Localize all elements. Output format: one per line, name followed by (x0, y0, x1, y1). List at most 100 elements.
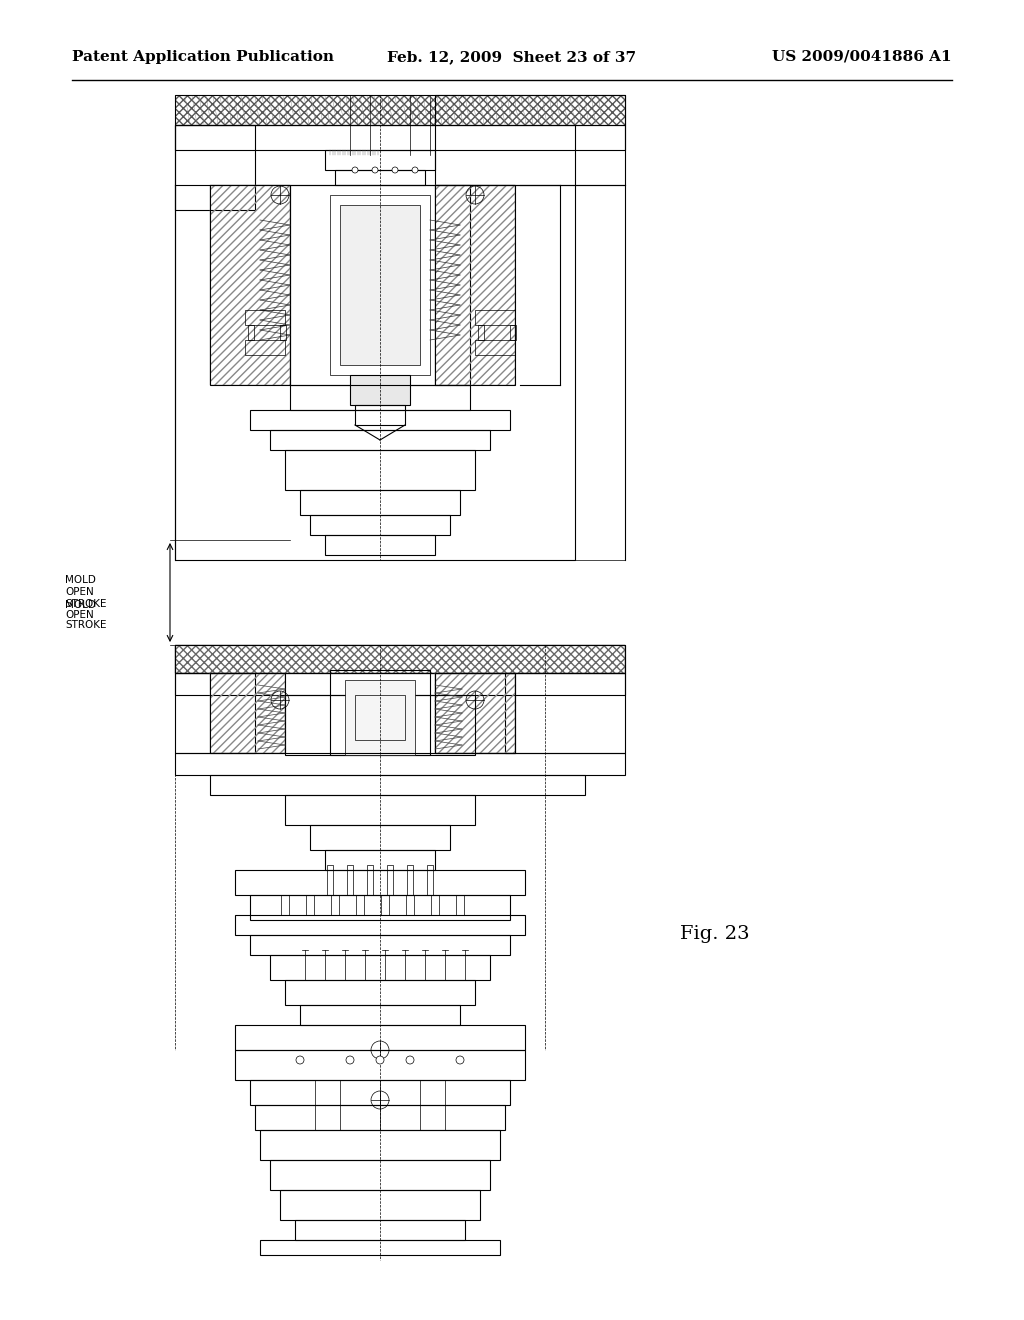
Bar (234, 870, 525, 895)
Bar (210, 673, 285, 752)
Bar (406, 895, 414, 915)
Bar (350, 375, 410, 405)
Bar (335, 170, 425, 185)
Bar (175, 752, 625, 775)
Bar (325, 535, 435, 554)
Bar (250, 1080, 510, 1105)
Bar (310, 825, 450, 850)
Circle shape (412, 168, 418, 173)
Bar (175, 645, 625, 673)
Bar (295, 1220, 465, 1239)
Bar (175, 125, 625, 150)
Bar (345, 680, 415, 755)
Bar (210, 775, 585, 795)
Circle shape (346, 1056, 354, 1064)
Bar (255, 1105, 505, 1130)
Bar (175, 95, 625, 125)
Bar (210, 673, 285, 752)
Circle shape (392, 168, 398, 173)
Bar (355, 405, 406, 425)
Bar (280, 325, 286, 341)
Bar (280, 1191, 480, 1220)
Bar (270, 430, 490, 450)
Bar (250, 411, 510, 430)
Bar (387, 865, 393, 895)
Bar (210, 185, 290, 385)
Circle shape (352, 168, 358, 173)
Bar (347, 865, 353, 895)
Bar (234, 1049, 525, 1080)
Bar (290, 385, 470, 411)
Bar (475, 310, 515, 325)
Bar (270, 1160, 490, 1191)
Bar (367, 865, 373, 895)
Bar (234, 1026, 525, 1049)
Bar (381, 895, 389, 915)
Text: MOLD: MOLD (65, 601, 96, 610)
Bar (245, 310, 285, 325)
Bar (407, 865, 413, 895)
Bar (175, 645, 625, 673)
Bar (300, 490, 460, 515)
Bar (435, 185, 515, 385)
Circle shape (296, 1056, 304, 1064)
Bar (210, 185, 290, 385)
Bar (340, 205, 420, 366)
Bar (285, 450, 475, 490)
Bar (355, 696, 406, 741)
Bar (330, 195, 430, 375)
Circle shape (372, 168, 378, 173)
Bar (435, 673, 515, 752)
Bar (456, 895, 464, 915)
Bar (175, 645, 625, 673)
Bar (505, 673, 625, 752)
Bar (327, 865, 333, 895)
Text: STROKE: STROKE (65, 620, 106, 630)
Bar (478, 325, 484, 341)
Bar (260, 1239, 500, 1255)
Text: Feb. 12, 2009  Sheet 23 of 37: Feb. 12, 2009 Sheet 23 of 37 (387, 50, 637, 63)
Bar (175, 125, 575, 560)
Text: MOLD: MOLD (65, 576, 96, 585)
Bar (306, 895, 314, 915)
Bar (435, 185, 515, 385)
Bar (431, 895, 439, 915)
Text: STROKE: STROKE (65, 599, 106, 609)
Bar (325, 150, 435, 170)
Bar (175, 673, 625, 696)
Text: Fig. 23: Fig. 23 (680, 925, 750, 942)
Bar (310, 515, 450, 535)
Bar (285, 795, 475, 825)
Bar (175, 125, 255, 210)
Bar (435, 673, 515, 752)
Bar (175, 673, 255, 752)
Bar (435, 95, 625, 185)
Bar (248, 325, 254, 341)
Bar (300, 1005, 460, 1026)
Bar (356, 895, 364, 915)
Bar (250, 895, 510, 920)
Bar (510, 325, 516, 341)
Circle shape (376, 1056, 384, 1064)
Bar (175, 95, 625, 125)
Bar (285, 979, 475, 1005)
Text: Patent Application Publication: Patent Application Publication (72, 50, 334, 63)
Bar (427, 865, 433, 895)
Bar (270, 954, 490, 979)
Bar (234, 915, 525, 935)
Text: OPEN: OPEN (65, 587, 94, 597)
Bar (285, 696, 475, 755)
Text: US 2009/0041886 A1: US 2009/0041886 A1 (772, 50, 952, 63)
Bar (475, 341, 515, 355)
Bar (281, 895, 289, 915)
Bar (435, 673, 515, 752)
Bar (260, 1130, 500, 1160)
Circle shape (456, 1056, 464, 1064)
Bar (250, 935, 510, 954)
Circle shape (406, 1056, 414, 1064)
Text: OPEN: OPEN (65, 610, 94, 620)
Bar (325, 850, 435, 870)
Bar (330, 671, 430, 755)
Bar (331, 895, 339, 915)
Bar (290, 185, 470, 385)
